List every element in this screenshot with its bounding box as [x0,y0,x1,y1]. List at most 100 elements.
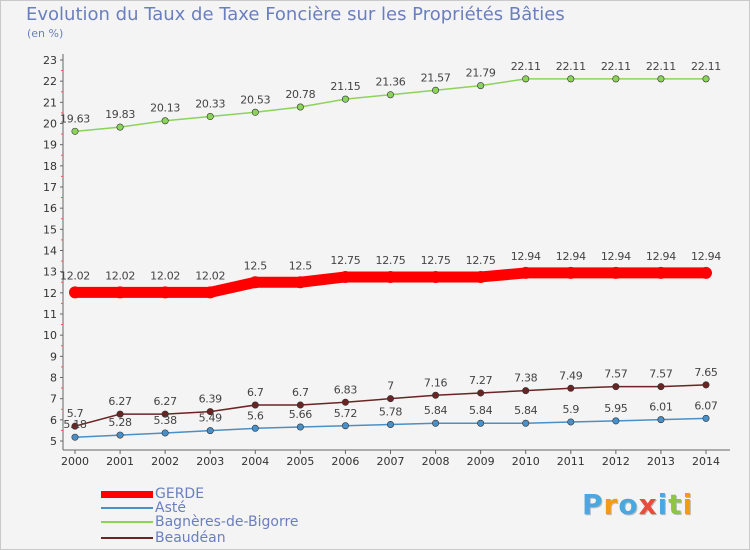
y-tick-label: 11 [43,308,57,321]
y-tick-label: 23 [43,54,57,67]
data-point [341,422,349,430]
data-point [206,427,214,435]
data-label: 5.18 [63,418,87,431]
legend-label-beaudean: Beaudéan [155,530,226,546]
data-label: 12.5 [244,259,268,272]
data-label: 12.02 [150,269,180,282]
data-label: 7.65 [694,366,718,379]
data-label: 12.75 [330,254,360,267]
x-tick-label: 2009 [467,455,495,468]
data-point [612,383,620,391]
data-label: 12.02 [60,269,90,282]
data-point [477,389,485,397]
data-label: 22.11 [601,60,631,73]
legend-swatch-aste [101,507,153,509]
x-tick-label: 2006 [331,455,359,468]
data-label: 21.79 [466,67,496,80]
data-point [341,398,349,406]
data-point [477,419,485,427]
data-point [296,423,304,431]
data-point [567,418,575,426]
y-tick-label: 20 [43,118,57,131]
y-tick-label: 16 [43,202,57,215]
x-tick-label: 2011 [557,455,585,468]
data-label: 22.11 [556,60,586,73]
logo-letter: t [668,488,683,521]
data-point [294,276,307,289]
y-tick-label: 17 [43,181,57,194]
y-tick-label: 13 [43,266,57,279]
data-label: 6.27 [153,395,177,408]
y-tick-label: 21 [43,96,57,109]
data-point [386,91,394,99]
data-point [567,75,575,83]
data-label: 6.7 [292,386,309,399]
data-point [432,419,440,427]
data-label: 7.57 [649,368,673,381]
data-point [477,82,485,90]
data-point [296,401,304,409]
data-point [339,270,352,283]
data-point [657,383,665,391]
x-tick-label: 2001 [106,455,134,468]
data-label: 5.28 [108,416,132,429]
data-label: 6.27 [108,395,132,408]
data-point [522,75,530,83]
data-label: 7.16 [424,376,448,389]
data-label: 20.78 [285,88,315,101]
data-point [206,408,214,416]
data-label: 5.38 [153,414,177,427]
data-point [522,419,530,427]
data-point [700,266,712,279]
data-label: 7.49 [559,369,583,382]
data-point [519,266,532,279]
data-label: 5.78 [379,405,403,418]
data-point [204,286,217,299]
data-point [567,384,575,392]
logo-letter: i [657,488,669,521]
data-label: 12.94 [556,250,586,263]
legend-item-gerde: GERDE [101,486,204,502]
x-tick-label: 2008 [422,455,450,468]
data-point [386,420,394,428]
x-tick-label: 2005 [286,455,314,468]
data-label: 5.72 [334,407,357,420]
data-label: 22.11 [691,60,721,73]
data-label: 5.49 [199,412,223,425]
data-point [612,417,620,425]
data-point [702,75,710,83]
data-label: 5.84 [424,404,448,417]
data-point [296,103,304,111]
x-tick-label: 2013 [647,455,675,468]
data-label: 5.84 [514,404,538,417]
data-point [251,424,259,432]
data-label: 6.01 [649,401,672,414]
data-point [71,127,79,135]
data-label: 21.15 [330,80,360,93]
data-point [161,117,169,125]
data-label: 6.07 [694,399,718,412]
data-label: 6.7 [247,386,264,399]
data-point [249,276,262,289]
proxiti-logo: Proxiti [582,488,693,521]
y-tick-label: 18 [43,160,57,173]
data-point [654,266,667,279]
x-tick-label: 2012 [602,455,630,468]
data-point [657,416,665,424]
legend-label-bagneres: Bagnères-de-Bigorre [155,514,299,530]
logo-letter: P [582,488,604,521]
logo-letter: r [603,488,619,521]
data-label: 21.36 [376,76,406,89]
data-point [114,286,127,299]
x-tick-label: 2002 [151,455,179,468]
x-tick-label: 2007 [377,455,405,468]
legend-swatch-gerde [101,490,153,498]
y-tick-label: 12 [43,287,57,300]
data-point [116,123,124,131]
data-point [612,75,620,83]
x-tick-label: 2010 [512,455,540,468]
data-point [702,381,710,389]
data-point [474,270,487,283]
legend-item-bagneres: Bagnères-de-Bigorre [101,514,299,530]
data-point [159,286,172,299]
